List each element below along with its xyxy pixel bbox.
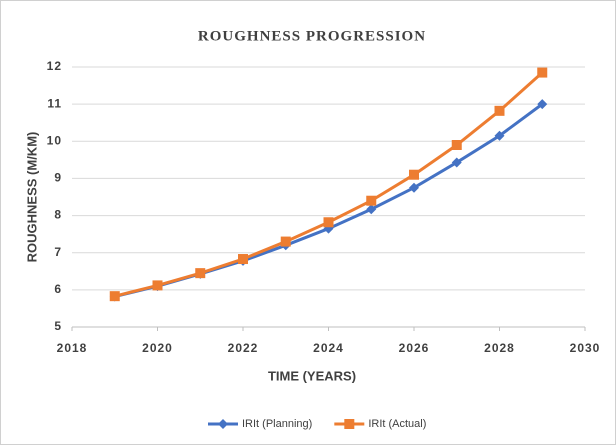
x-axis-label: TIME (YEARS) <box>268 368 356 383</box>
marker <box>494 130 505 141</box>
x-tick-label: 2030 <box>570 341 601 355</box>
marker <box>152 280 163 291</box>
y-tick-label: 8 <box>54 208 62 222</box>
legend-label: IRIt (Actual) <box>368 418 426 430</box>
y-tick-label: 7 <box>54 245 62 259</box>
marker <box>537 99 548 110</box>
marker <box>366 204 377 215</box>
legend-marker <box>344 419 355 429</box>
marker <box>451 157 462 168</box>
x-tick-label: 2020 <box>142 341 173 355</box>
marker <box>537 67 548 78</box>
y-tick-label: 10 <box>47 133 62 147</box>
y-tick-label: 6 <box>54 282 62 296</box>
marker <box>195 268 206 279</box>
marker <box>409 169 419 180</box>
y-tick-label: 12 <box>47 59 62 73</box>
y-tick-label: 9 <box>54 171 62 185</box>
marker <box>366 195 377 206</box>
chart-title: ROUGHNESS PROGRESSION <box>198 28 426 44</box>
y-tick-label: 5 <box>54 319 62 333</box>
marker <box>280 236 291 247</box>
marker <box>409 182 419 193</box>
x-tick-label: 2022 <box>228 341 259 355</box>
legend-label: IRIt (Planning) <box>242 418 312 430</box>
x-tick-label: 2026 <box>399 341 430 355</box>
marker <box>451 140 462 150</box>
y-tick-label: 11 <box>47 96 62 110</box>
x-tick-label: 2024 <box>313 341 344 355</box>
marker <box>238 254 248 265</box>
x-tick-label: 2018 <box>57 341 88 355</box>
marker <box>109 291 120 302</box>
marker <box>323 217 334 228</box>
legend-marker <box>218 419 228 429</box>
y-axis-label: ROUGHNESS (M/KM) <box>24 132 39 263</box>
marker <box>494 105 505 116</box>
x-tick-label: 2028 <box>484 341 515 355</box>
